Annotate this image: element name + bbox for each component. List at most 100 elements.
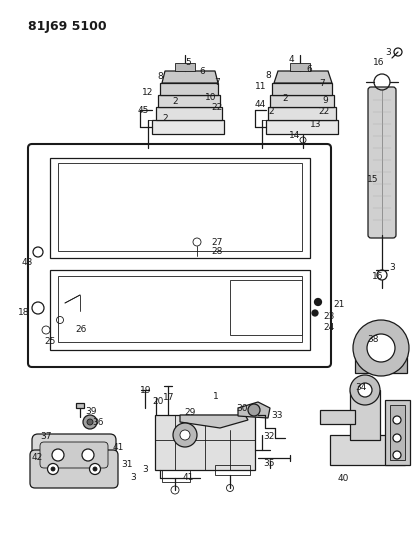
Text: 19: 19 [140,386,152,395]
Circle shape [393,451,401,459]
Circle shape [90,464,100,474]
Bar [272,83,332,95]
Text: 2: 2 [162,114,168,123]
FancyBboxPatch shape [40,442,108,468]
Text: 3: 3 [142,465,148,474]
Text: 22: 22 [211,103,222,112]
Polygon shape [274,71,332,83]
Bar [156,107,222,120]
Text: 3: 3 [385,48,391,57]
Bar [50,270,310,350]
Text: 30: 30 [236,404,247,413]
Text: 25: 25 [44,337,55,346]
FancyBboxPatch shape [32,434,116,476]
Circle shape [393,416,401,424]
Circle shape [51,467,55,471]
Bar [385,400,410,465]
Bar [76,403,84,408]
Bar [330,435,405,465]
Bar [390,405,405,460]
Bar [270,95,334,107]
Circle shape [312,310,318,316]
FancyBboxPatch shape [30,450,118,488]
Text: 5: 5 [185,58,191,67]
Text: 3: 3 [389,263,395,272]
Circle shape [353,320,409,376]
Text: 14: 14 [289,131,300,140]
Circle shape [358,383,372,397]
Text: 39: 39 [85,407,97,416]
Circle shape [87,419,93,425]
Text: 34: 34 [355,383,366,392]
Text: 40: 40 [338,474,349,483]
Circle shape [47,464,59,474]
Text: 41: 41 [183,473,195,482]
Text: 11: 11 [255,82,266,91]
Text: 24: 24 [323,323,334,332]
Text: 32: 32 [263,432,274,441]
Text: 45: 45 [138,106,150,115]
Text: 43: 43 [22,258,33,267]
Bar [160,83,218,95]
Text: 13: 13 [310,120,321,129]
FancyBboxPatch shape [368,87,396,238]
Text: 21: 21 [333,300,344,309]
Bar [58,163,302,251]
Text: 37: 37 [40,432,52,441]
Bar [50,158,310,258]
Text: 1: 1 [213,392,219,401]
Text: 9: 9 [322,96,328,105]
Text: 2: 2 [172,97,178,106]
Bar [266,120,338,134]
Text: 26: 26 [75,325,86,334]
Bar [230,280,302,335]
Circle shape [393,434,401,442]
Text: 20: 20 [152,397,164,406]
Circle shape [93,467,97,471]
Text: 44: 44 [255,100,266,109]
Bar [268,107,336,120]
Bar [290,63,310,71]
Text: 18: 18 [18,308,29,317]
Text: 35: 35 [263,459,275,468]
Circle shape [83,415,97,429]
Text: 2: 2 [268,107,274,116]
Text: 2: 2 [282,94,287,103]
Text: 41: 41 [113,443,124,452]
Bar [320,410,355,424]
Bar [58,276,302,342]
Text: 28: 28 [211,247,222,256]
Text: 10: 10 [205,93,216,102]
Text: 6: 6 [199,67,205,76]
Text: 16: 16 [373,58,385,67]
Text: 6: 6 [306,65,312,74]
Circle shape [52,449,64,461]
Bar [355,355,407,373]
Text: 27: 27 [211,238,222,247]
Text: 3: 3 [130,473,136,482]
Circle shape [350,375,380,405]
Polygon shape [238,402,270,418]
Circle shape [173,423,197,447]
Text: 33: 33 [271,411,282,420]
Text: 22: 22 [318,107,329,116]
Text: 38: 38 [367,335,378,344]
Text: 7: 7 [319,79,325,88]
Bar [350,390,380,440]
Text: 17: 17 [163,393,175,402]
Text: 8: 8 [265,71,271,80]
Bar [152,120,224,134]
Polygon shape [162,71,218,83]
Text: 8: 8 [157,72,163,81]
Text: 42: 42 [32,453,43,462]
Circle shape [367,334,395,362]
Circle shape [248,404,260,416]
Text: 31: 31 [121,460,133,469]
Text: 16: 16 [372,272,384,281]
Text: 81J69 5100: 81J69 5100 [28,20,107,33]
Circle shape [180,430,190,440]
Text: 7: 7 [214,78,220,87]
Bar [158,95,220,107]
Text: 4: 4 [289,55,294,64]
Text: 15: 15 [367,175,378,184]
